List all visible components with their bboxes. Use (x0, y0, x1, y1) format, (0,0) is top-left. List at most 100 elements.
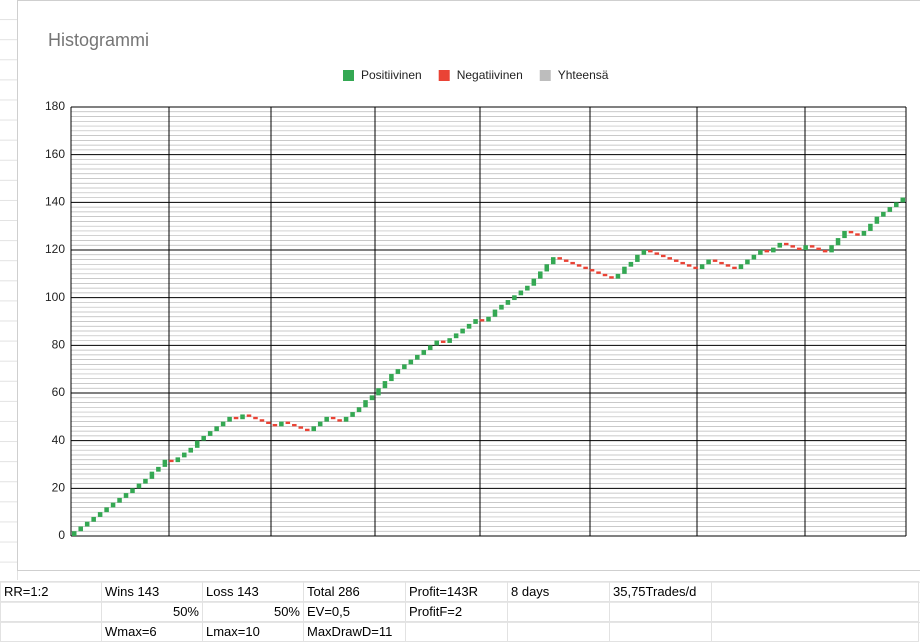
bar (809, 245, 815, 248)
bar (402, 364, 407, 370)
sheet-cell (0, 621, 102, 642)
bar (771, 247, 776, 253)
bar (673, 259, 679, 262)
bar (233, 416, 239, 420)
bar (317, 421, 323, 427)
bar (706, 259, 711, 265)
y-tick-label: 160 (45, 147, 65, 161)
bar (330, 416, 336, 420)
bar (628, 261, 634, 267)
bar (557, 257, 562, 260)
bar (460, 328, 465, 334)
sheet-cell: 8 days (507, 581, 610, 602)
bar (207, 431, 213, 436)
bar (622, 266, 627, 274)
bar (900, 197, 906, 203)
bar (667, 257, 673, 260)
bar (544, 264, 550, 272)
sheet-cell: EV=0,5 (303, 601, 406, 622)
sheet-cell: Loss 143 (202, 581, 304, 602)
bar (822, 250, 828, 253)
bar (408, 359, 414, 365)
bar (434, 340, 439, 346)
legend-label: Negatiivinen (457, 68, 523, 82)
bar (376, 388, 381, 396)
sheet-cell (0, 601, 102, 622)
legend-swatch (438, 70, 450, 81)
bar (337, 419, 342, 422)
bar (563, 259, 569, 262)
bar (350, 412, 355, 417)
bar (421, 350, 427, 355)
bar (538, 271, 543, 279)
bar (719, 261, 724, 265)
bar (661, 254, 666, 258)
sheet-cell (507, 621, 610, 642)
bar (803, 245, 808, 250)
sheet-cell (609, 621, 712, 642)
bar (279, 421, 284, 427)
bar (162, 459, 168, 467)
bar (182, 452, 187, 458)
sheet-cell (711, 581, 919, 602)
bar (641, 250, 647, 255)
y-tick-label: 100 (45, 290, 65, 304)
bar (149, 471, 155, 479)
bar (136, 483, 142, 489)
sheet-row: 50% 50% EV=0,5 ProfitF=2 (0, 601, 919, 622)
bar (583, 266, 588, 270)
bar (110, 502, 116, 508)
bar (816, 247, 821, 250)
bar (783, 242, 789, 246)
chart-title: Histogrammi (48, 30, 149, 50)
sheet-row: RR=1:2 Wins 143 Loss 143 Total 286 Profit=14… (0, 581, 919, 602)
day-separators (168, 107, 907, 536)
bar (117, 497, 122, 503)
bar (835, 238, 841, 246)
chart: Histogrammi 0 20 40 60 80 100 120 140 160 180 Posi… (45, 30, 907, 542)
bar (855, 233, 860, 236)
bar (686, 264, 692, 267)
bar (654, 252, 660, 255)
bar (887, 207, 893, 212)
bar (363, 400, 368, 408)
bar (201, 435, 206, 441)
bar (764, 250, 770, 253)
sheet-cell: Wmax=6 (101, 621, 203, 642)
bar (615, 273, 621, 279)
bar (104, 507, 109, 513)
sheet-cell (507, 601, 610, 622)
bar (78, 526, 83, 532)
bar (531, 278, 537, 286)
bar (298, 426, 304, 429)
bar (525, 285, 530, 291)
sheet-cell: RR=1:2 (0, 581, 102, 602)
bar (635, 254, 640, 262)
bar (473, 319, 478, 324)
bar (272, 423, 278, 427)
y-tick-label: 0 (58, 528, 65, 542)
bar (732, 266, 737, 270)
y-tick-label: 40 (52, 433, 66, 447)
bar (550, 257, 556, 265)
bar (570, 261, 575, 265)
sheet-cell: ProfitF=2 (405, 601, 508, 622)
bar (253, 416, 258, 420)
bar (848, 230, 854, 234)
bar (861, 230, 867, 236)
bar (602, 273, 608, 277)
bar (790, 245, 795, 248)
bar (777, 242, 783, 248)
legend: Positiivinen Negatiivinen Yhteensä (343, 68, 609, 82)
bar (796, 247, 802, 250)
y-tick-label: 140 (45, 195, 65, 209)
bar (881, 211, 886, 217)
bar (453, 333, 459, 339)
sheet-cell: Lmax=10 (202, 621, 304, 642)
bar (680, 261, 685, 265)
bar (246, 414, 252, 417)
bar (156, 466, 161, 472)
bar (71, 531, 77, 536)
bar (499, 304, 504, 310)
